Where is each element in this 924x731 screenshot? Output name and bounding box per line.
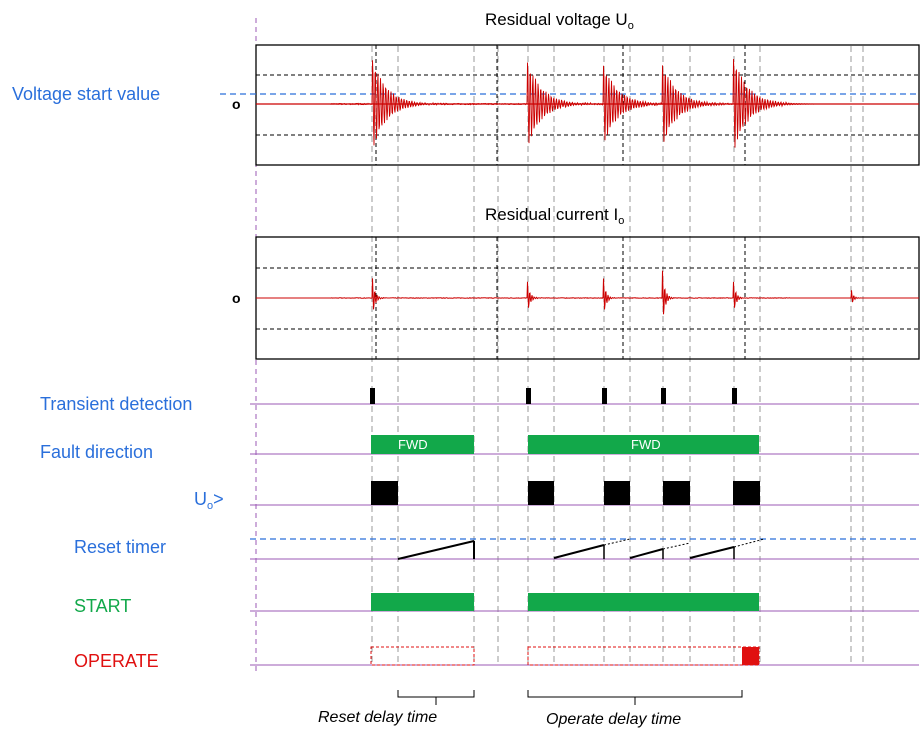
uo-stage-label: Uo> [194,489,224,512]
start-bar-1 [371,593,474,611]
transient-pulse [602,388,607,404]
fwd-bar-2 [528,435,759,454]
operate-delay-bracket [527,690,743,705]
uo-pulse [371,481,398,505]
uo-pulse [663,481,690,505]
uo-pulse [528,481,554,505]
reset-delay-time-label: Reset delay time [318,709,437,726]
uo-pulse [604,481,630,505]
current-zero-label: o [232,290,241,306]
operate-delay-window-1 [370,646,475,666]
fwd-bar-1 [371,435,474,454]
reset-delay-bracket [397,690,475,705]
transient-detection-label: Transient detection [40,394,192,414]
reset-timer-label: Reset timer [74,537,166,557]
voltage-plot-title: Residual voltage Uo [485,10,634,32]
event-lines [371,46,864,665]
voltage-waveform [256,58,919,148]
fault-direction-label: Fault direction [40,442,153,462]
current-waveform [256,270,919,315]
start-label: START [74,596,131,616]
transient-pulse [526,388,531,404]
start-bar-2 [528,593,759,611]
voltage-start-value-label: Voltage start value [12,84,160,104]
current-plot-title: Residual current Io [485,205,624,227]
transient-pulse [370,388,375,404]
uo-pulses [371,481,760,505]
fwd-bar-2-label: FWD [631,437,661,452]
transient-pulses [370,388,737,404]
transient-pulse [732,388,737,404]
operate-label: OPERATE [74,651,159,671]
operate-delay-time-label: Operate delay time [546,711,681,728]
fwd-bar-1-label: FWD [398,437,428,452]
voltage-plot-frame [255,44,920,166]
operate-pulse [742,647,759,665]
reset-timer-ramps [397,538,765,560]
uo-pulse [733,481,760,505]
voltage-zero-label: o [232,96,241,112]
transient-pulse [661,388,666,404]
operate-delay-window-2 [527,646,760,666]
